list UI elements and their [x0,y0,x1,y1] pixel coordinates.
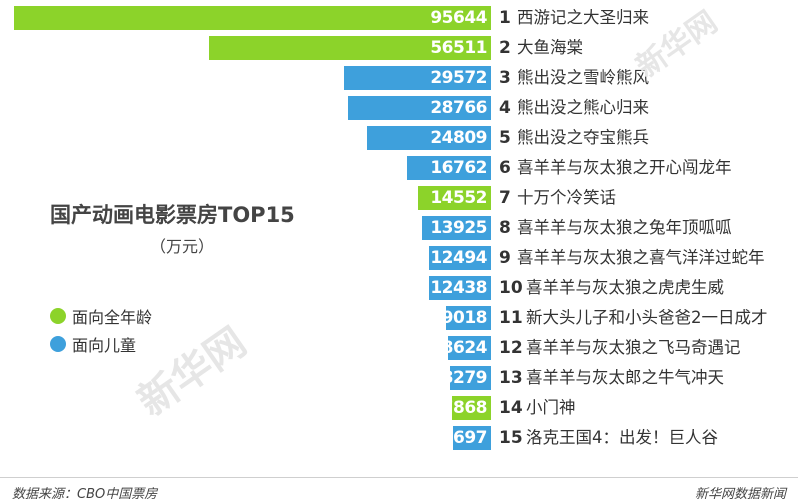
legend-dot-all-ages [50,308,66,324]
category-label: 喜羊羊与灰太狼之开心闯龙年 [517,158,732,177]
category-label: 喜羊羊与灰太郎之牛气冲天 [526,368,724,387]
chart-unit: （万元） [150,237,215,256]
data-label: 14552 [430,188,487,208]
category-label: 喜羊羊与灰太狼之飞马奇遇记 [526,338,741,357]
rank-label: 14 [499,398,523,418]
data-label: 7868 [441,398,488,418]
bar [344,66,491,90]
rank-label: 1 [499,8,511,28]
category-label: 大鱼海棠 [517,38,583,57]
bar [418,186,491,210]
bar [407,156,491,180]
category-label: 喜羊羊与灰太狼之兔年顶呱呱 [517,218,732,237]
data-label: 95644 [430,8,487,28]
bar [452,396,491,420]
bar [348,96,491,120]
footer-source: 数据来源：CBO中国票房 [12,487,158,502]
category-label: 熊出没之雪岭熊风 [517,68,649,87]
data-label: 9018 [441,308,488,328]
legend-dot-children [50,336,66,352]
data-label: 24809 [430,128,487,148]
rank-label: 2 [499,38,511,58]
data-label: 8624 [441,338,488,358]
category-label: 熊出没之熊心归来 [517,98,649,117]
bar [429,276,491,300]
rank-label: 10 [499,278,523,298]
data-label: 28766 [430,98,487,118]
data-label: 12438 [430,278,487,298]
legend-label-all-ages: 面向全年龄 [72,308,153,327]
bar [209,36,491,60]
footer-credit: 新华网数据新闻 [694,487,786,502]
rank-label: 6 [499,158,511,178]
legend-label-children: 面向儿童 [72,336,137,355]
bar [446,306,491,330]
category-label: 熊出没之夺宝熊兵 [517,128,649,147]
rank-label: 5 [499,128,511,148]
rank-label: 7 [499,188,511,208]
rank-label: 15 [499,428,523,448]
rank-label: 4 [499,98,511,118]
data-label: 29572 [430,68,487,88]
rank-label: 9 [499,248,511,268]
rank-label: 8 [499,218,511,238]
rank-label: 3 [499,68,511,88]
bar [367,126,491,150]
category-label: 喜羊羊与灰太狼之喜气洋洋过蛇年 [517,248,765,267]
data-label: 13925 [430,218,487,238]
footer: 数据来源：CBO中国票房 新华网数据新闻 [0,477,798,504]
category-label: 喜羊羊与灰太狼之虎虎生威 [526,278,724,297]
data-label: 12494 [430,248,487,268]
data-label: 56511 [430,38,487,58]
rank-label: 13 [499,368,523,388]
rank-label: 11 [499,308,523,328]
category-label: 新大头儿子和小头爸爸2一日成才 [526,308,768,327]
category-label: 洛克王国4：出发！巨人谷 [526,428,718,447]
bar [453,426,491,450]
legend-item-all-ages: 面向全年龄 [50,304,153,327]
bar [429,246,491,270]
category-label: 西游记之大圣归来 [517,8,649,27]
bar [450,366,491,390]
legend-item-children: 面向儿童 [50,332,137,355]
data-label: 8279 [441,368,488,388]
bar [422,216,491,240]
bar [14,6,491,30]
category-label: 小门神 [526,398,576,417]
chart-title: 国产动画电影票房TOP15 [50,203,295,227]
data-label: 7697 [441,428,488,448]
bar [448,336,491,360]
data-label: 16762 [430,158,487,178]
category-label: 十万个冷笑话 [517,188,616,207]
rank-label: 12 [499,338,523,358]
